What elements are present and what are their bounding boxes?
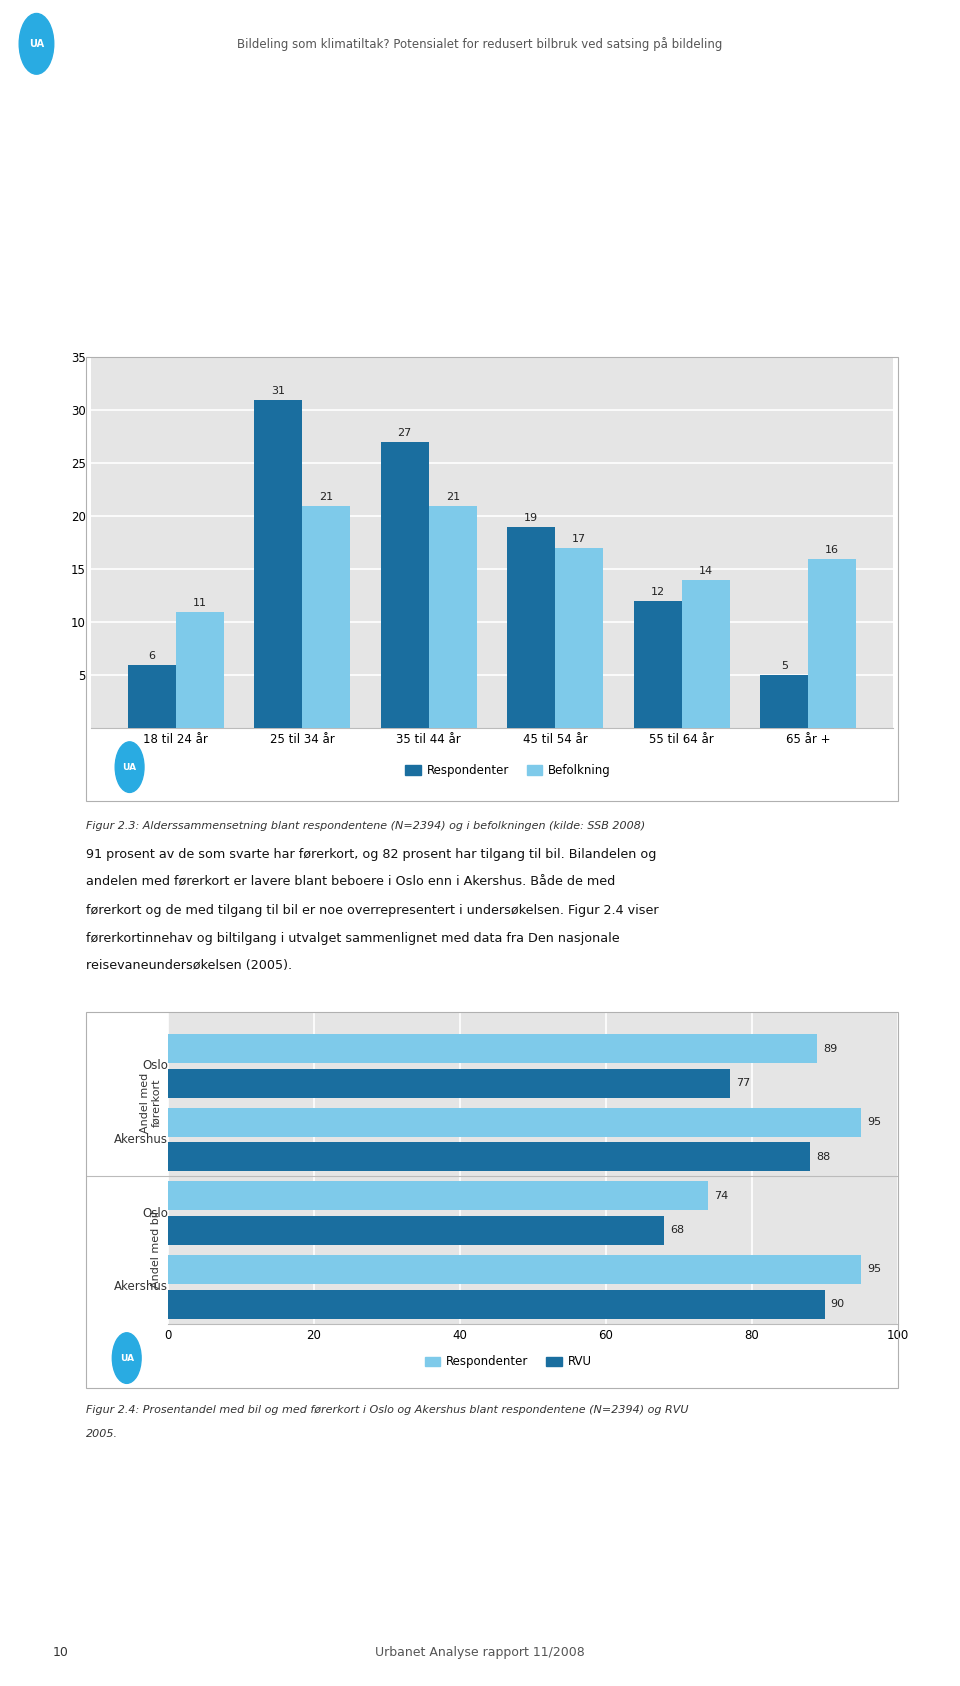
Text: 91 prosent av de som svarte har førerkort, og 82 prosent har tilgang til bil. Bi: 91 prosent av de som svarte har førerkor… [86,848,657,862]
Text: Bildeling som klimatiltak? Potensialet for redusert bilbruk ved satsing på bilde: Bildeling som klimatiltak? Potensialet f… [237,37,723,51]
Text: Akershus: Akershus [114,1133,168,1146]
Text: 90: 90 [830,1300,845,1308]
Text: reisevaneundersøkelsen (2005).: reisevaneundersøkelsen (2005). [86,959,293,973]
Bar [808,558,856,728]
Bar [168,1216,664,1244]
Bar [429,506,477,728]
Bar [507,528,555,728]
Bar [128,664,176,728]
Bar [168,1069,730,1098]
Text: 95: 95 [867,1264,881,1275]
Bar [168,1108,861,1136]
Text: Andel med bil: Andel med bil [152,1212,161,1288]
Text: 10: 10 [53,1646,69,1659]
Text: Urbanet Analyse rapport 11/2008: Urbanet Analyse rapport 11/2008 [375,1646,585,1659]
Text: 6: 6 [148,651,156,661]
Text: Figur 2.3: Alderssammensetning blant respondentene (N=2394) og i befolkningen (k: Figur 2.3: Alderssammensetning blant res… [86,821,646,831]
Bar [555,548,603,728]
Text: 12: 12 [651,587,664,597]
Bar [760,676,808,728]
Bar [168,1254,861,1285]
Text: Figur 2.4: Prosentandel med bil og med førerkort i Oslo og Akershus blant respon: Figur 2.4: Prosentandel med bil og med f… [86,1406,689,1415]
Text: 88: 88 [816,1152,830,1162]
Text: 17: 17 [572,534,587,545]
Bar [634,602,682,728]
Text: UA: UA [29,39,44,49]
Bar [168,1143,810,1172]
Text: 19: 19 [524,513,539,523]
Bar [381,442,429,728]
Text: førerkort og de med tilgang til bil er noe overrepresentert i undersøkelsen. Fig: førerkort og de med tilgang til bil er n… [86,904,659,917]
Text: 21: 21 [445,492,460,501]
Bar [168,1034,817,1062]
Text: førerkortinnehav og biltilgang i utvalget sammenlignet med data fra Den nasjonal: førerkortinnehav og biltilgang i utvalge… [86,932,620,944]
Bar [682,580,730,728]
Legend: Respondenter, Befolkning: Respondenter, Befolkning [400,759,615,782]
Text: UA: UA [123,762,136,772]
Text: 14: 14 [699,566,713,575]
Bar [168,1182,708,1211]
Text: 31: 31 [271,386,285,396]
Text: 5: 5 [780,661,788,671]
Text: 11: 11 [193,597,206,607]
Text: Akershus: Akershus [114,1280,168,1293]
Text: 68: 68 [670,1226,684,1236]
Legend: Respondenter, RVU: Respondenter, RVU [420,1350,596,1372]
Bar [176,612,224,728]
Text: Oslo: Oslo [142,1207,168,1219]
Bar [302,506,350,728]
Text: 16: 16 [826,545,839,555]
Text: andelen med førerkort er lavere blant beboere i Oslo enn i Akershus. Både de med: andelen med førerkort er lavere blant be… [86,877,615,889]
Text: Oslo: Oslo [142,1059,168,1072]
Text: Andel med
førerkort: Andel med førerkort [140,1072,161,1133]
Text: 74: 74 [713,1190,728,1200]
Bar [168,1290,825,1318]
Bar [254,400,302,728]
Text: 27: 27 [397,428,412,438]
Text: 2005.: 2005. [86,1430,118,1438]
Text: 21: 21 [320,492,333,501]
Text: UA: UA [120,1354,133,1362]
Text: 89: 89 [823,1044,837,1054]
Text: 77: 77 [735,1079,750,1087]
Text: 95: 95 [867,1118,881,1128]
